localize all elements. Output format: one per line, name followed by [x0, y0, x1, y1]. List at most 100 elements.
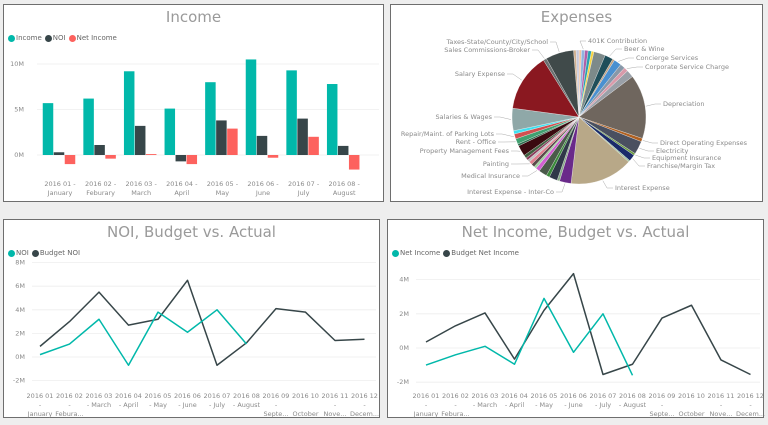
y-tick-label: 0M	[15, 353, 25, 361]
bar-income	[245, 59, 257, 156]
x-tick-label: 2016 02 -Feburary	[85, 180, 117, 197]
line-budget-noi	[39, 279, 365, 367]
x-tick-label: 2016 08- August	[619, 392, 647, 409]
y-tick-label: 4M	[15, 306, 25, 314]
leader-line	[507, 73, 522, 81]
bar-noi	[134, 125, 146, 155]
x-tick-label: 2016 07- July	[204, 392, 231, 409]
y-tick-label: 0M	[399, 344, 409, 352]
x-tick-label: 2016 08 -August	[329, 180, 361, 197]
legend-label: Net Income	[400, 249, 441, 257]
bar-income	[42, 103, 54, 155]
y-tick-label: 2M	[399, 310, 409, 318]
legend-dot-icon	[443, 249, 451, 257]
legend-label: Budget NOI	[39, 249, 81, 257]
x-tick-label: 2016 04- April	[115, 392, 142, 409]
legend-dot-icon	[68, 34, 76, 42]
x-tick-label: 2016 11 -Nove...	[322, 392, 349, 418]
pie-label: Salary Expense	[455, 70, 505, 78]
legend-noi[interactable]: NOI	[8, 249, 29, 257]
pie-slice	[570, 116, 629, 185]
pie-slice	[512, 59, 580, 118]
x-tick-label: 2016 01 -January	[44, 180, 76, 197]
legend-dot-icon	[31, 249, 39, 257]
x-tick-label: 2016 02 -Febura...	[441, 392, 469, 418]
x-tick-label: 2016 08- August	[233, 392, 261, 409]
y-tick-label: 5M	[14, 106, 24, 114]
bar-noi	[216, 120, 227, 155]
legend-net-income[interactable]: Net Income	[392, 249, 440, 257]
x-tick-label: 2016 02 -Febura...	[55, 392, 83, 418]
legend-dot-icon	[8, 34, 15, 42]
leader-line	[579, 40, 586, 50]
noi-panel: NOI, Budget vs. Actual NOI Budget NOI -2…	[3, 219, 380, 418]
net-income-legend: Net Income Budget Net Income	[392, 249, 519, 257]
legend-label: Income	[16, 34, 42, 42]
net-income-title: Net Income, Budget vs. Actual	[461, 223, 690, 241]
x-tick-label: 2016 10 October	[292, 392, 319, 418]
pie-label: Salaries & Wages	[436, 113, 493, 121]
legend-budget-noi[interactable]: Budget NOI	[31, 249, 81, 257]
bar-net-income	[267, 155, 279, 158]
pie-label: Depreciation	[663, 100, 704, 108]
bar-net-income	[186, 155, 198, 165]
x-tick-label: 2016 06- June	[174, 392, 201, 409]
bar-income	[164, 108, 176, 155]
bar-net-income	[227, 128, 238, 155]
leader-line	[522, 170, 538, 177]
x-tick-label: 2016 06- June	[560, 392, 587, 409]
y-tick-label: 8M	[15, 259, 25, 267]
line-budget-net-income	[425, 272, 751, 376]
bar-income	[83, 98, 94, 155]
bar-income	[123, 71, 135, 155]
bar-income	[286, 70, 297, 155]
x-tick-label: 2016 05- May	[145, 392, 172, 409]
x-tick-label: 2016 10 October	[678, 392, 705, 418]
leader-line	[646, 103, 661, 107]
pie-slice	[575, 49, 580, 118]
x-tick-label: 2016 03- March	[472, 392, 499, 409]
income-bar-chart: 0M 5M 10M 2016 01 -January 2016 02 -Feburary…	[10, 59, 379, 197]
bar-net-income	[145, 154, 157, 155]
leader-line	[532, 49, 545, 59]
leader-line	[556, 183, 566, 193]
income-legend: Income NOI Net Income	[8, 34, 117, 42]
x-tick-label: 2016 07- July	[590, 392, 617, 409]
y-tick-label: 4M	[399, 276, 409, 284]
x-tick-label: 2016 01 -January	[27, 392, 54, 418]
x-tick-label: 2016 05- May	[531, 392, 558, 409]
pie-label: Rent - Office	[456, 138, 496, 146]
legend-noi[interactable]: NOI	[44, 34, 66, 42]
pie-label: Franchise/Margin Tax	[647, 162, 715, 170]
pie-label: Medical Insurance	[461, 172, 520, 180]
pie-label: Equipment Insurance	[652, 154, 721, 162]
bar-net-income	[105, 155, 116, 159]
x-tick-label: 2016 12 -Decem...	[736, 392, 765, 418]
x-tick-label: 2016 05 -May	[207, 180, 239, 197]
legend-net-income[interactable]: Net Income	[68, 34, 117, 42]
x-tick-label: 2016 03- March	[86, 392, 113, 409]
income-title: Income	[165, 8, 222, 26]
noi-legend: NOI Budget NOI	[8, 249, 80, 257]
x-tick-label: 2016 09 -Septe...	[649, 392, 676, 418]
legend-label: NOI	[16, 249, 29, 257]
y-tick-label: 0M	[14, 151, 24, 159]
net-income-panel: Net Income, Budget vs. Actual Net Income…	[387, 219, 765, 418]
pie-label: Repair/Maint. of Parking Lots	[401, 130, 495, 138]
pie-label: Interest Expense - Inter-Co	[467, 188, 554, 196]
line-net-income	[425, 297, 634, 376]
bar-noi	[53, 152, 65, 155]
pie-label: Electricity	[656, 147, 688, 155]
leader-line	[642, 140, 658, 144]
bar-net-income	[348, 155, 360, 170]
x-tick-label: 2016 09 -Septe...	[263, 392, 290, 418]
pie-label: Painting	[483, 160, 509, 168]
x-tick-label: 2016 04- April	[501, 392, 528, 409]
leader-line	[639, 148, 654, 152]
legend-budget-net-income[interactable]: Budget Net Income	[443, 249, 519, 257]
legend-label: Net Income	[76, 34, 117, 42]
y-tick-label: -2M	[13, 377, 25, 385]
leader-line	[609, 48, 622, 57]
legend-income[interactable]: Income	[8, 34, 42, 42]
